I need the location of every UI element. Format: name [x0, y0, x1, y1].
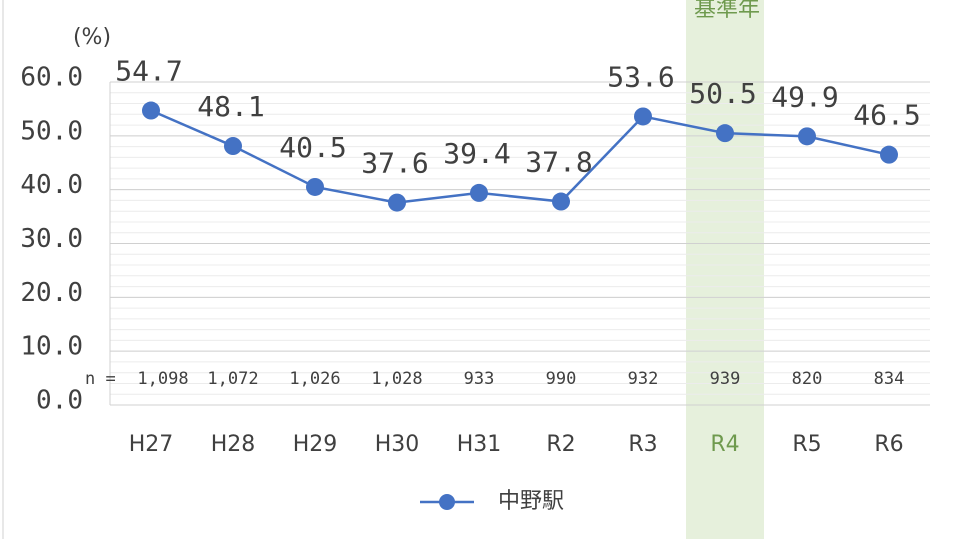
point	[470, 183, 488, 202]
x-tick-label: H31	[457, 432, 502, 457]
n-label: 933	[464, 369, 495, 389]
point	[880, 145, 898, 164]
point	[798, 127, 816, 146]
value-label: 37.6	[361, 147, 428, 180]
value-label: 40.5	[279, 131, 346, 164]
legend-marker	[439, 494, 455, 510]
x-tick-label: H29	[293, 432, 338, 457]
point	[224, 137, 242, 156]
value-label: 49.9	[771, 80, 838, 113]
y-tick-label: 0.0	[36, 386, 83, 416]
y-tick-label: 10.0	[20, 332, 83, 362]
n-label: 1,028	[371, 369, 422, 389]
x-tick-label: R5	[792, 432, 821, 457]
point	[634, 107, 652, 126]
point	[552, 192, 570, 211]
value-label: 46.5	[853, 99, 920, 132]
value-label: 37.8	[525, 146, 592, 179]
n-label: 834	[874, 369, 905, 389]
n-label: 820	[792, 369, 823, 389]
value-label: 39.4	[443, 137, 510, 170]
n-label: 990	[546, 369, 577, 389]
n-label: 932	[628, 369, 659, 389]
point	[142, 101, 160, 120]
x-tick-label: R2	[546, 432, 575, 457]
y-tick-label: 40.0	[20, 170, 83, 200]
legend-label: 中野駅	[498, 489, 564, 514]
x-tick-label: R6	[874, 432, 903, 457]
x-tick-label: H27	[129, 432, 174, 457]
point	[388, 193, 406, 212]
value-label: 50.5	[689, 77, 756, 110]
n-prefix: n =	[85, 369, 116, 389]
y-tick-label: 50.0	[20, 116, 83, 146]
highlight-label: 基準年	[694, 0, 760, 22]
x-tick-label: R4	[710, 432, 739, 457]
n-label: 1,026	[289, 369, 340, 389]
n-label: 939	[710, 369, 741, 389]
y-tick-label: 20.0	[20, 278, 83, 308]
point	[306, 177, 324, 196]
line	[150, 109, 890, 204]
x-tick-label: H30	[375, 432, 420, 457]
point	[716, 124, 734, 143]
value-label: 53.6	[607, 60, 674, 93]
y-tick-label: 30.0	[20, 224, 83, 254]
value-label: 54.7	[115, 55, 182, 88]
x-tick-label: R3	[628, 432, 657, 457]
highlight-band	[686, 0, 764, 539]
y-tick-label: 60.0	[20, 63, 83, 93]
n-label: 1,072	[207, 369, 258, 389]
x-tick-label: H28	[211, 432, 256, 457]
y-axis-label: (%)	[73, 25, 111, 50]
value-label: 48.1	[197, 90, 264, 123]
n-label: 1,098	[137, 369, 188, 389]
